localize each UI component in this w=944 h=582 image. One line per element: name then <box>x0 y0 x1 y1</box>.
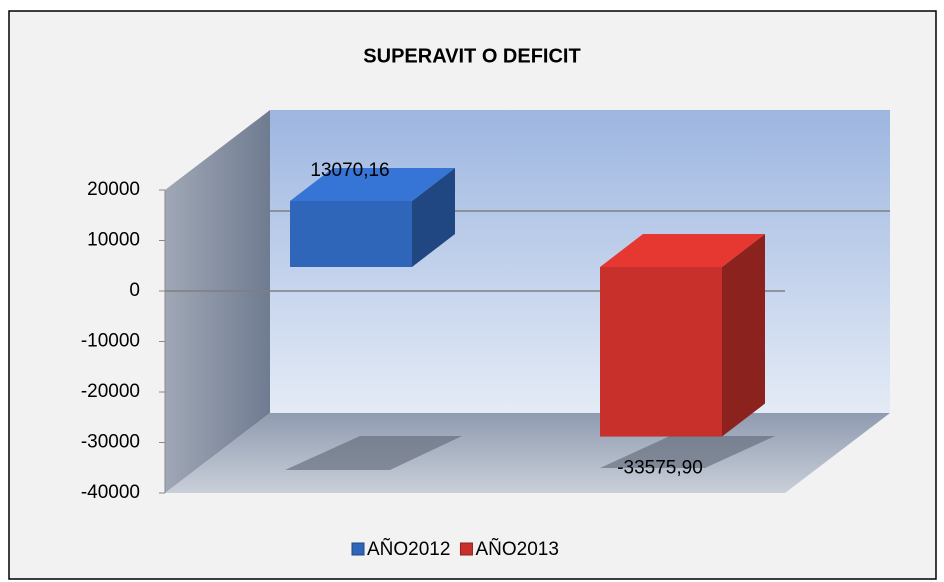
y-tick-label: -40000 <box>81 482 140 503</box>
bar-shadow <box>600 436 775 468</box>
y-tick-label: 20000 <box>87 179 140 200</box>
data-label: 13070,16 <box>310 160 389 181</box>
y-tick-label: 10000 <box>87 230 140 251</box>
y-tick-label: -20000 <box>81 381 140 402</box>
bar <box>290 200 412 267</box>
floor <box>165 413 890 493</box>
chart-title: SUPERAVIT O DEFICIT <box>363 45 580 67</box>
bar-side <box>412 167 455 267</box>
legend-label: AÑO2012 <box>367 538 450 560</box>
side-wall <box>165 110 270 493</box>
bar-side <box>722 234 765 437</box>
y-tick-label: -30000 <box>81 432 140 453</box>
bar <box>600 267 722 437</box>
bar-top <box>600 234 765 267</box>
bar-shadow <box>285 436 462 470</box>
y-tick-label: -10000 <box>81 331 140 352</box>
bar-top <box>290 167 455 201</box>
y-tick-label: 0 <box>129 280 140 301</box>
legend-swatch <box>351 542 365 556</box>
legend-label: AÑO2013 <box>475 538 558 560</box>
legend-swatch <box>459 542 473 556</box>
data-label: -33575,90 <box>617 458 703 479</box>
